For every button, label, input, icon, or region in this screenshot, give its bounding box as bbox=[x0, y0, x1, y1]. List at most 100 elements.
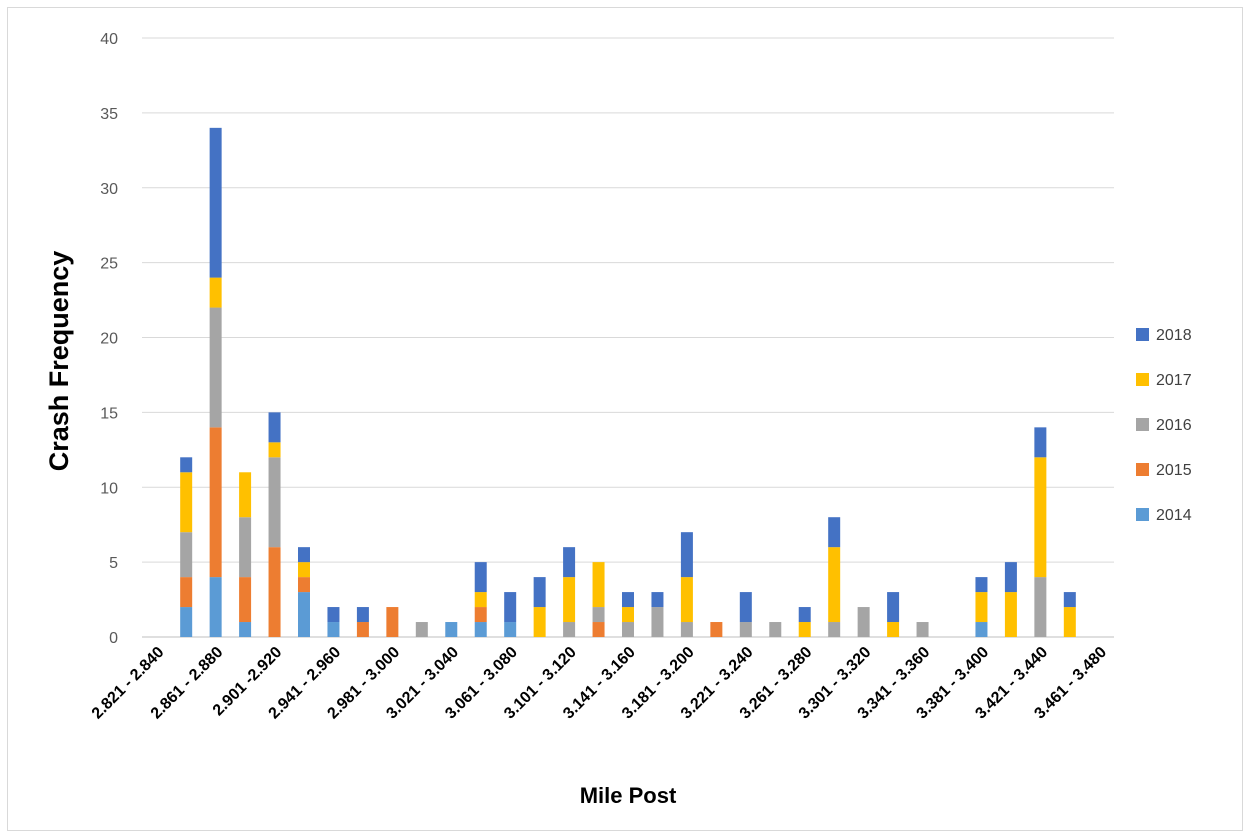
bar-segment-2014 bbox=[445, 622, 458, 637]
bar-segment-2018 bbox=[739, 592, 752, 623]
bar-segment-2016 bbox=[209, 307, 222, 428]
bar-segment-2016 bbox=[563, 622, 576, 637]
bar-segment-2018 bbox=[975, 577, 988, 593]
legend-label-2015: 2015 bbox=[1156, 462, 1192, 479]
legend-label-2018: 2018 bbox=[1156, 327, 1192, 344]
y-tick-label: 10 bbox=[100, 480, 118, 497]
bar-segment-2015 bbox=[592, 622, 605, 637]
bar-segment-2017 bbox=[239, 472, 252, 518]
legend-swatch-2017 bbox=[1136, 373, 1149, 386]
bar-segment-2018 bbox=[828, 517, 841, 548]
bar-segment-2014 bbox=[180, 607, 193, 637]
y-tick-label: 5 bbox=[109, 555, 118, 572]
bar-segment-2017 bbox=[887, 622, 900, 637]
bar-segment-2015 bbox=[298, 577, 310, 593]
bar-segment-2015 bbox=[209, 427, 222, 578]
bar-segment-2017 bbox=[474, 592, 487, 608]
bar-segment-2018 bbox=[209, 127, 222, 278]
bar-segment-2017 bbox=[209, 277, 222, 308]
bar-segment-2017 bbox=[798, 622, 811, 637]
bar-segment-2016 bbox=[415, 622, 428, 637]
bar-segment-2018 bbox=[1063, 592, 1076, 608]
bar-segment-2014 bbox=[209, 577, 222, 637]
bar-segment-2018 bbox=[680, 532, 693, 578]
bar-segment-2017 bbox=[268, 442, 281, 458]
bar-segment-2018 bbox=[268, 412, 281, 443]
legend-swatch-2015 bbox=[1136, 463, 1149, 476]
y-axis-title: Crash Frequency bbox=[44, 251, 74, 472]
gridlines bbox=[142, 37, 1114, 638]
bar-segment-2017 bbox=[975, 592, 988, 623]
bar-segment-2017 bbox=[1034, 457, 1047, 578]
bar-segment-2017 bbox=[298, 562, 310, 578]
bar-segment-2017 bbox=[592, 562, 605, 608]
bar-segment-2017 bbox=[828, 547, 841, 623]
bar-segment-2017 bbox=[1063, 607, 1076, 637]
bar-segment-2016 bbox=[857, 607, 870, 637]
bar-segment-2014 bbox=[239, 622, 252, 637]
legend-label-2014: 2014 bbox=[1156, 507, 1192, 524]
y-tick-label: 0 bbox=[109, 630, 118, 647]
bar-segment-2018 bbox=[533, 577, 546, 608]
legend-swatch-2018 bbox=[1136, 328, 1149, 341]
y-tick-label: 40 bbox=[100, 31, 118, 48]
bar-segment-2014 bbox=[298, 592, 310, 637]
bars bbox=[180, 127, 1076, 637]
bar-segment-2014 bbox=[474, 622, 487, 637]
bar-segment-2017 bbox=[533, 607, 546, 637]
bar-segment-2016 bbox=[1034, 577, 1047, 637]
y-tick-label: 30 bbox=[100, 181, 118, 198]
bar-segment-2018 bbox=[1004, 562, 1017, 593]
legend-label-2017: 2017 bbox=[1156, 372, 1192, 389]
bar-segment-2017 bbox=[680, 577, 693, 623]
bar-segment-2016 bbox=[651, 607, 664, 637]
legend-swatch-2016 bbox=[1136, 418, 1149, 431]
bar-segment-2018 bbox=[651, 592, 664, 608]
bar-segment-2018 bbox=[1034, 427, 1047, 458]
bar-segment-2016 bbox=[239, 517, 252, 578]
y-tick-label: 25 bbox=[100, 256, 118, 273]
bar-segment-2016 bbox=[268, 457, 281, 548]
bar-segment-2017 bbox=[1004, 592, 1017, 637]
bar-segment-2018 bbox=[180, 457, 193, 473]
bar-segment-2015 bbox=[474, 607, 487, 623]
bar-segment-2018 bbox=[356, 607, 369, 623]
bar-segment-2018 bbox=[298, 547, 310, 563]
bar-segment-2018 bbox=[563, 547, 576, 578]
bar-segment-2015 bbox=[268, 547, 281, 637]
bar-segment-2018 bbox=[504, 592, 517, 623]
bar-segment-2016 bbox=[622, 622, 634, 637]
bar-segment-2016 bbox=[769, 622, 782, 637]
bar-segment-2016 bbox=[180, 532, 193, 578]
bar-segment-2015 bbox=[180, 577, 193, 608]
bar-segment-2014 bbox=[327, 622, 340, 637]
bar-segment-2015 bbox=[356, 622, 369, 637]
bar-segment-2014 bbox=[975, 622, 988, 637]
chart-frame: 0 5 10 15 20 25 30 35 40 2.821 - 2.840 2.861 - 2.… bbox=[7, 7, 1243, 831]
bar-segment-2015 bbox=[386, 607, 399, 637]
bar-segment-2017 bbox=[180, 472, 193, 533]
legend-label-2016: 2016 bbox=[1156, 417, 1192, 434]
legend: 2018 2017 2016 2015 2014 bbox=[1136, 327, 1192, 524]
y-tick-label: 20 bbox=[100, 331, 118, 348]
bar-segment-2018 bbox=[327, 607, 340, 623]
bar-segment-2016 bbox=[828, 622, 841, 637]
bar-segment-2015 bbox=[239, 577, 252, 623]
bar-segment-2016 bbox=[592, 607, 605, 623]
bar-segment-2017 bbox=[622, 607, 634, 623]
legend-swatch-2014 bbox=[1136, 508, 1149, 521]
bar-segment-2016 bbox=[680, 622, 693, 637]
bar-segment-2018 bbox=[798, 607, 811, 623]
y-tick-label: 15 bbox=[100, 405, 118, 422]
x-axis-title: Mile Post bbox=[580, 783, 677, 808]
bar-segment-2018 bbox=[474, 562, 487, 593]
y-tick-label: 35 bbox=[100, 106, 118, 123]
y-axis-ticks: 0 5 10 15 20 25 30 35 40 bbox=[100, 31, 118, 647]
bar-segment-2016 bbox=[916, 622, 929, 637]
bar-segment-2017 bbox=[563, 577, 576, 623]
bar-segment-2014 bbox=[504, 622, 517, 637]
bar-segment-2015 bbox=[710, 622, 723, 637]
bar-segment-2016 bbox=[739, 622, 752, 637]
